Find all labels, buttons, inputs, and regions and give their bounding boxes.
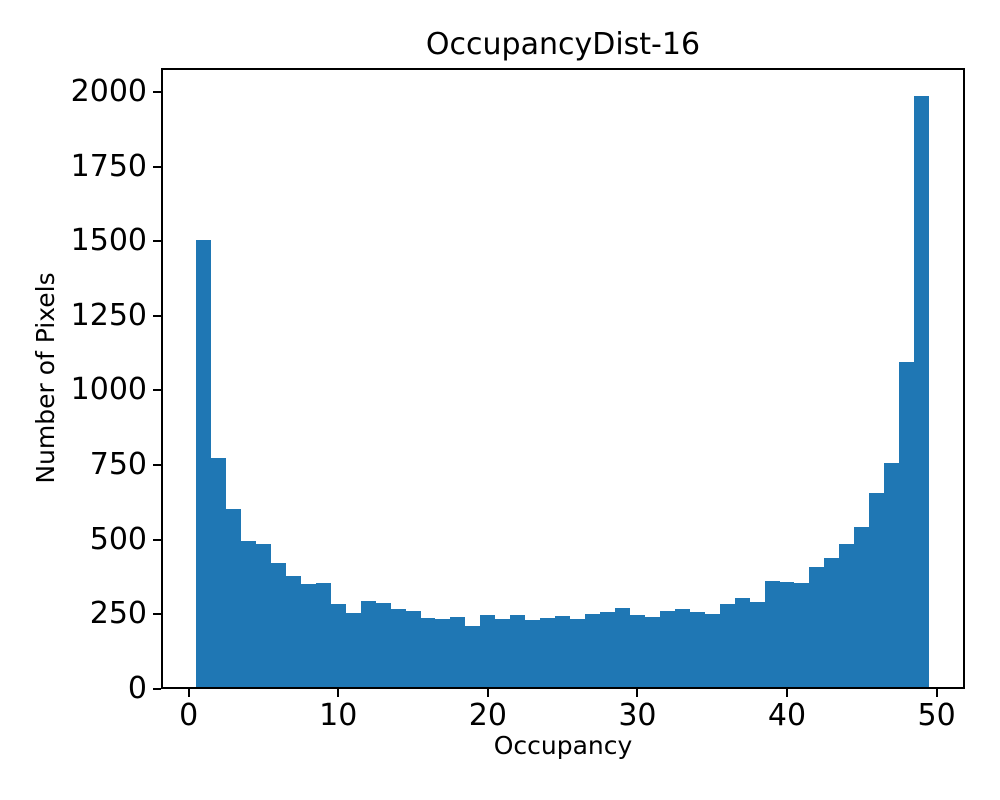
histogram-bar [375,603,391,689]
y-tick-mark [153,538,161,541]
histogram-bar [824,557,840,689]
histogram-bar [585,614,601,689]
y-tick-mark [153,688,161,690]
y-tick-mark [153,240,161,243]
y-tick-label: 1500 [70,223,147,259]
histogram-bar [659,610,675,689]
histogram-bar [360,600,376,689]
y-tick-mark [153,165,161,168]
histogram-bar [914,96,930,689]
histogram-bar [884,462,900,689]
histogram-bar [270,562,286,689]
histogram-bar [285,575,301,689]
x-tick-mark [486,689,489,697]
y-tick-mark [153,389,161,392]
histogram-bar [614,607,630,689]
histogram-bar [779,582,795,689]
x-axis-label: Occupancy [493,731,633,760]
histogram-bar [226,509,242,689]
histogram-bar [540,617,556,689]
histogram-bar [450,616,466,689]
y-tick-mark [153,314,161,317]
histogram-bar [809,566,825,689]
histogram-bar [495,618,511,689]
histogram-bar [570,619,586,689]
x-tick-mark [337,689,340,697]
chart-title: OccupancyDist-16 [425,27,701,62]
y-tick-mark [153,613,161,616]
histogram-bar [480,614,496,689]
y-tick-label: 1000 [70,372,147,408]
histogram-bar [315,582,331,689]
histogram-bar [839,543,855,689]
histogram-bar [854,527,870,689]
x-tick-mark [935,689,938,697]
histogram-bar [211,457,227,689]
histogram-bar [420,618,436,689]
x-tick-label: 50 [917,698,956,733]
x-tick-label: 30 [618,698,657,733]
histogram-bar [749,601,765,689]
histogram-bar [465,626,481,689]
histogram-bar [869,492,885,689]
y-tick-label: 1750 [70,148,147,184]
histogram-bar [255,543,271,689]
histogram-bar [719,603,735,689]
y-tick-label: 500 [89,521,147,557]
histogram-bar [241,540,256,689]
histogram-bar [555,615,571,689]
histogram-bar [600,611,615,689]
y-tick-mark [153,90,161,93]
histogram-bar [435,619,451,689]
x-tick-label: 0 [179,698,199,733]
y-tick-label: 750 [89,447,147,483]
histogram-bar [644,617,660,689]
histogram-bar [405,611,421,689]
histogram-bar [734,597,750,689]
y-tick-label: 250 [89,596,147,632]
histogram-bar [689,611,705,689]
x-tick-mark [636,689,639,697]
histogram-bar [196,239,212,689]
y-tick-mark [153,464,161,467]
histogram-bar [525,620,541,689]
y-tick-label: 1250 [70,297,147,333]
x-tick-label: 20 [468,698,507,733]
histogram-bar [390,608,406,689]
x-tick-label: 10 [319,698,358,733]
histogram-bar [704,614,720,689]
histogram-bar [674,609,690,689]
histogram-bar [899,362,915,689]
histogram-bar [345,612,361,689]
x-tick-label: 40 [767,698,807,733]
histogram-bar [764,580,780,689]
histogram-bar [510,615,526,689]
y-tick-label: 2000 [70,73,147,109]
y-tick-label: 0 [127,671,147,706]
histogram-bar [300,584,316,689]
histogram-bar [629,615,645,689]
x-tick-mark [785,689,788,697]
x-tick-mark [187,689,190,697]
histogram-bar [794,583,810,689]
histogram-bar [330,604,346,689]
